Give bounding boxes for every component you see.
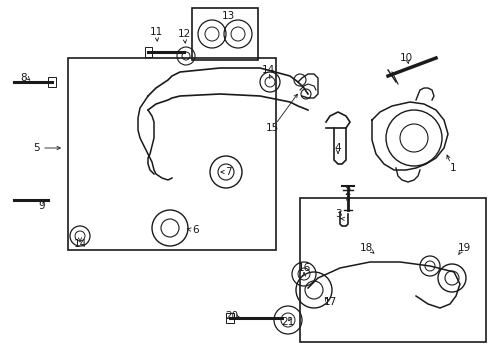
Text: 14: 14 xyxy=(73,239,86,249)
FancyBboxPatch shape xyxy=(48,77,56,87)
Text: 11: 11 xyxy=(149,27,163,37)
Text: 21: 21 xyxy=(281,317,294,327)
Text: 13: 13 xyxy=(221,11,234,21)
Text: 9: 9 xyxy=(39,201,45,211)
Bar xyxy=(299,198,485,342)
Text: 12: 12 xyxy=(177,29,190,39)
FancyBboxPatch shape xyxy=(145,47,152,57)
Text: 19: 19 xyxy=(456,243,469,253)
Bar xyxy=(68,58,275,250)
Text: 6: 6 xyxy=(192,225,199,235)
Text: 5: 5 xyxy=(33,143,39,153)
Text: 2: 2 xyxy=(344,187,350,197)
Text: 7: 7 xyxy=(224,167,231,177)
Text: 20: 20 xyxy=(225,311,238,321)
Bar xyxy=(192,8,258,60)
Text: 1: 1 xyxy=(449,163,455,173)
Text: 4: 4 xyxy=(334,143,341,153)
Text: 17: 17 xyxy=(323,297,336,307)
Text: 16: 16 xyxy=(297,263,310,273)
Text: 18: 18 xyxy=(359,243,372,253)
Text: 3: 3 xyxy=(334,209,341,219)
Text: 14: 14 xyxy=(261,65,274,75)
FancyBboxPatch shape xyxy=(225,313,234,323)
Text: 8: 8 xyxy=(20,73,27,83)
Text: 10: 10 xyxy=(399,53,412,63)
Text: 15: 15 xyxy=(265,123,278,133)
